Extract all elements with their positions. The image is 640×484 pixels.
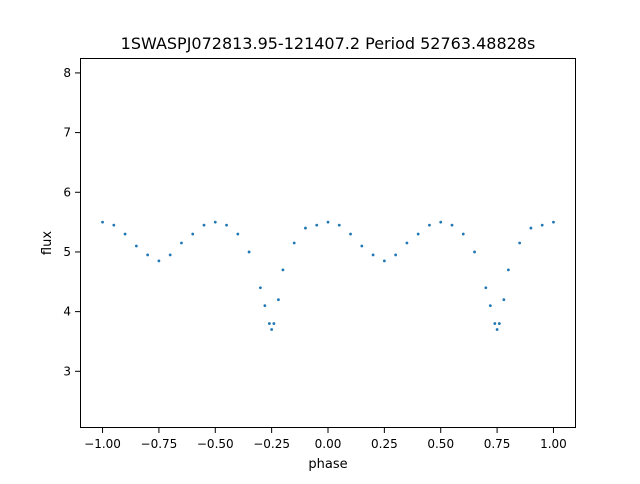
data-point <box>304 226 307 230</box>
data-point <box>473 250 476 254</box>
y-tick-label: 3 <box>63 364 71 378</box>
data-point <box>146 253 150 257</box>
data-point <box>461 232 465 236</box>
data-point <box>349 232 352 236</box>
x-tick-label: −0.75 <box>141 437 178 451</box>
data-point <box>540 223 544 227</box>
data-point <box>502 298 506 302</box>
data-point <box>450 223 454 227</box>
chart-title: 1SWASPJ072813.95-121407.2 Period 52763.4… <box>121 34 536 53</box>
data-point <box>552 220 555 224</box>
data-point <box>191 232 195 236</box>
data-point <box>428 223 431 227</box>
data-point <box>439 220 443 224</box>
data-point <box>225 223 228 227</box>
data-point <box>263 304 267 308</box>
data-point <box>123 232 127 236</box>
data-point <box>202 223 206 227</box>
data-point <box>326 220 330 224</box>
data-point <box>382 259 386 263</box>
data-point <box>281 268 285 272</box>
data-point <box>213 220 217 224</box>
data-point <box>495 328 499 331</box>
y-axis-ticks: 3 4 5 6 7 8 <box>63 66 80 378</box>
data-point <box>157 259 161 263</box>
y-axis-label: flux <box>40 231 55 255</box>
data-point <box>292 241 296 245</box>
y-tick-label: 8 <box>63 66 71 80</box>
data-point <box>315 223 319 227</box>
y-tick-label: 5 <box>63 245 71 259</box>
data-point <box>518 241 522 245</box>
y-tick-label: 7 <box>63 126 71 140</box>
data-point <box>258 286 262 290</box>
data-point <box>529 226 533 230</box>
data-point <box>405 241 409 245</box>
data-point <box>394 253 398 257</box>
data-point <box>277 298 280 302</box>
x-tick-label: −0.25 <box>253 437 290 451</box>
x-axis-ticks: −1.00 −0.75 −0.50 −0.25 0.00 0.25 0.50 0.75 1.00 <box>84 428 567 451</box>
data-points <box>101 220 555 331</box>
data-point <box>484 286 488 290</box>
data-point <box>360 244 364 248</box>
x-tick-label: 0.00 <box>315 437 342 451</box>
data-point <box>236 232 240 236</box>
data-point <box>270 328 274 331</box>
data-point <box>112 223 116 227</box>
data-point <box>168 253 172 257</box>
x-tick-label: −1.00 <box>84 437 121 451</box>
data-point <box>267 322 271 325</box>
data-point <box>416 232 420 236</box>
data-point <box>371 253 375 257</box>
x-tick-label: 0.75 <box>484 437 511 451</box>
data-point <box>101 220 104 224</box>
x-tick-label: 0.50 <box>427 437 454 451</box>
data-point <box>134 244 138 248</box>
data-point <box>247 250 251 254</box>
x-tick-label: −0.50 <box>197 437 234 451</box>
y-tick-label: 4 <box>63 305 71 319</box>
data-point <box>272 322 276 325</box>
x-tick-label: 0.25 <box>371 437 398 451</box>
data-point <box>506 268 510 272</box>
data-point <box>488 304 492 308</box>
data-point <box>180 241 183 245</box>
data-point <box>493 322 497 325</box>
data-point <box>497 322 501 325</box>
plot-frame <box>80 58 576 428</box>
y-tick-label: 6 <box>63 185 71 199</box>
data-point <box>337 223 341 227</box>
x-axis-label: phase <box>308 457 347 472</box>
x-tick-label: 1.00 <box>540 437 567 451</box>
